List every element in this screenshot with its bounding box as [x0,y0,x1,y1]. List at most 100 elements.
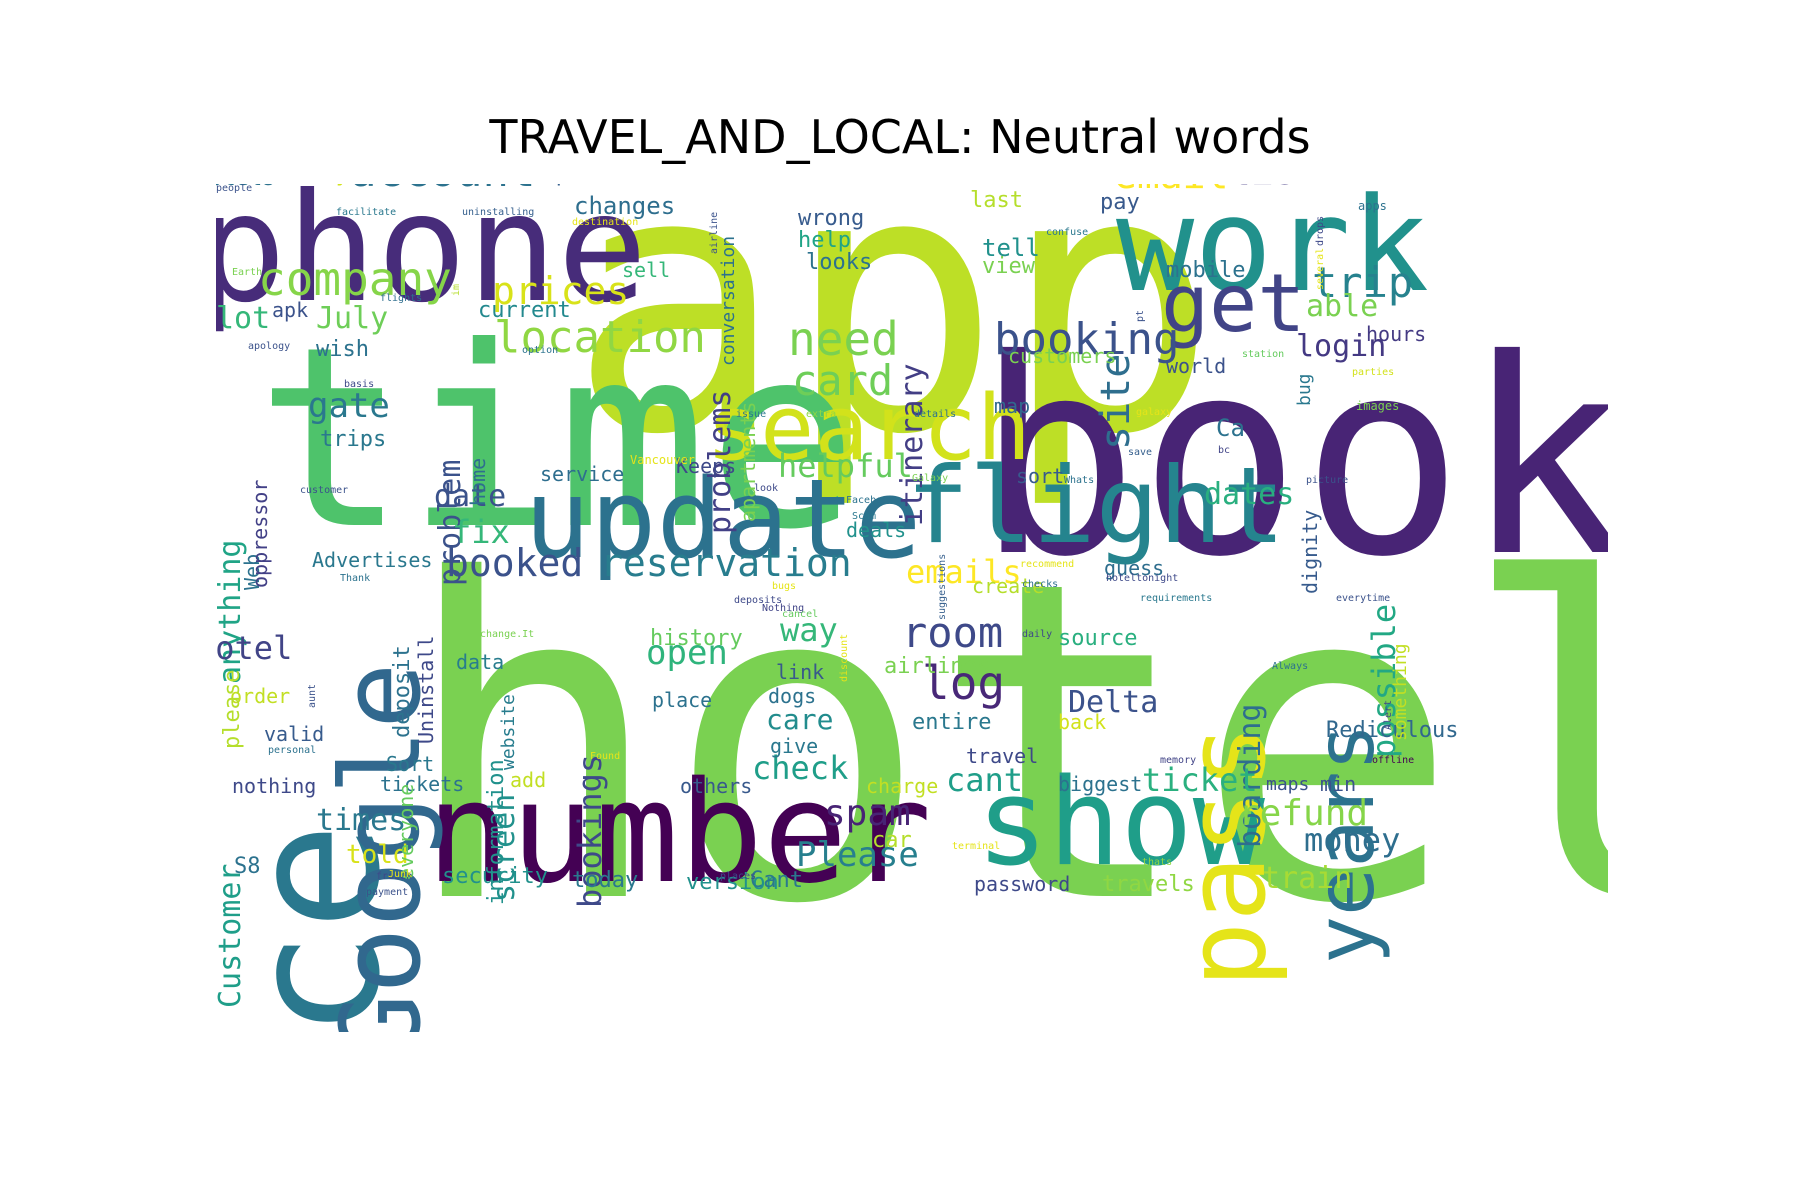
cloud-word: travel [966,744,1039,768]
cloud-word: frozen [376,871,413,882]
cloud-word: booking [994,314,1180,365]
cloud-word: security [442,864,548,889]
cloud-word: link [776,660,825,684]
cloud-word: update [524,455,922,583]
cloud-word: times [316,803,407,838]
cloud-word: refund [1238,793,1369,834]
cloud-word: fix [452,513,510,551]
cloud-word: help [798,228,851,253]
cloud-word: thats [1142,857,1173,868]
cloud-word: location [494,312,706,363]
cloud-word: Scam [852,511,877,522]
cloud-word: itinerary [895,363,930,526]
cloud-word: dates [1204,477,1295,512]
cloud-word: tickets [380,772,465,796]
cloud-word: map [994,394,1031,418]
cloud-word: pt [1135,309,1146,322]
cloud-word: bc [1218,445,1231,456]
cloud-word: biggest [1058,772,1143,796]
cloud-word: Thank [340,573,371,584]
cloud-word: hoteltonight [1106,573,1179,584]
cloud-word: list [1228,184,1320,190]
cloud-word: save [1128,447,1153,458]
cloud-word: apology [248,341,291,352]
cloud-word: travels [1102,872,1195,897]
cloud-word: app [568,184,1219,513]
cloud-word: Advertises [312,548,433,572]
cloud-word: daily [1022,629,1053,640]
cloud-word: parties [1352,367,1395,378]
cloud-word: cancel [782,609,819,620]
cloud-word: look [754,483,779,494]
cloud-word: search [706,376,1032,481]
cloud-word: suggestions [937,553,948,620]
cloud-word: customers [1008,344,1117,368]
cloud-word: give [770,734,819,758]
cloud-word: Uninstall [414,635,438,744]
cloud-word: money [1304,821,1401,859]
cloud-word: checks [1022,579,1059,590]
cloud-word: extra [806,409,837,420]
cloud-word: keeps [516,184,582,186]
cloud-word: spam [824,793,911,834]
cloud-word: prices [492,269,630,313]
cloud-word: history [650,626,743,651]
cloud-word: something [1390,643,1411,742]
cloud-word: personal [268,745,317,756]
cloud-word: trip [1312,258,1414,307]
cloud-word: car [872,828,912,853]
cloud-word: sell [622,258,671,282]
cloud-word: conversation [718,235,739,366]
cloud-word: data [456,650,505,674]
cloud-word: number [426,752,932,915]
cloud-word: change.It [480,629,535,640]
cloud-word: images [1356,399,1400,413]
cloud-word: Hotel [216,629,293,667]
cloud-word: mobile [1166,258,1246,283]
cloud-word: requirements [1140,593,1213,604]
cloud-word: site [1093,353,1139,450]
cloud-word: emails [906,553,1022,591]
cloud-word: work [1116,184,1430,321]
cloud-word: maps [1266,774,1310,795]
cloud-word: charge [866,774,939,798]
cloud-word: dignity [1298,509,1322,594]
cloud-word: Please [796,835,919,875]
cloud-word: account [350,184,535,194]
cloud-word: looks [806,250,873,275]
cloud-word: Delta [1068,685,1159,720]
cloud-word: room [902,608,1004,657]
cloud-word: Alert [1383,699,1394,730]
cloud-word: entire [912,710,992,735]
cloud-word: train [1262,861,1353,896]
cloud-word: tell [982,234,1040,262]
cloud-word: flight [906,445,1286,567]
cloud-word: uninstalling [462,207,535,218]
cloud-word: Found [590,751,621,762]
cloud-word: current [478,298,571,323]
cloud-word: time [256,293,859,584]
cloud-word: Whats [1064,475,1095,486]
cloud-word: everyone [394,783,418,880]
cloud-word: version [686,870,779,895]
cloud-word: facilitate [336,207,397,218]
cloud-word: log [922,656,1006,710]
cloud-word: deals [846,518,907,542]
cloud-word: hotel [400,488,1608,1000]
cloud-word: Always [1272,661,1309,672]
cloud-word: people [216,184,253,194]
cloud-word: Keeps [676,454,737,478]
cloud-word: today [572,868,639,893]
cloud-word: source [1058,626,1138,651]
cloud-word: issue [736,409,767,420]
cloud-word: basis [344,379,375,390]
cloud-word: offline [1372,755,1415,766]
cloud-word: back [1058,710,1107,734]
cloud-word: way [780,611,838,649]
cloud-word: several [1315,247,1326,290]
cloud-word: valid [264,722,325,746]
cloud-word: cant [946,761,1024,799]
cloud-word: Ca [1216,414,1245,442]
cloud-word: show [976,754,1265,893]
page-title: TRAVEL_AND_LOCAL: Neutral words [489,110,1311,164]
